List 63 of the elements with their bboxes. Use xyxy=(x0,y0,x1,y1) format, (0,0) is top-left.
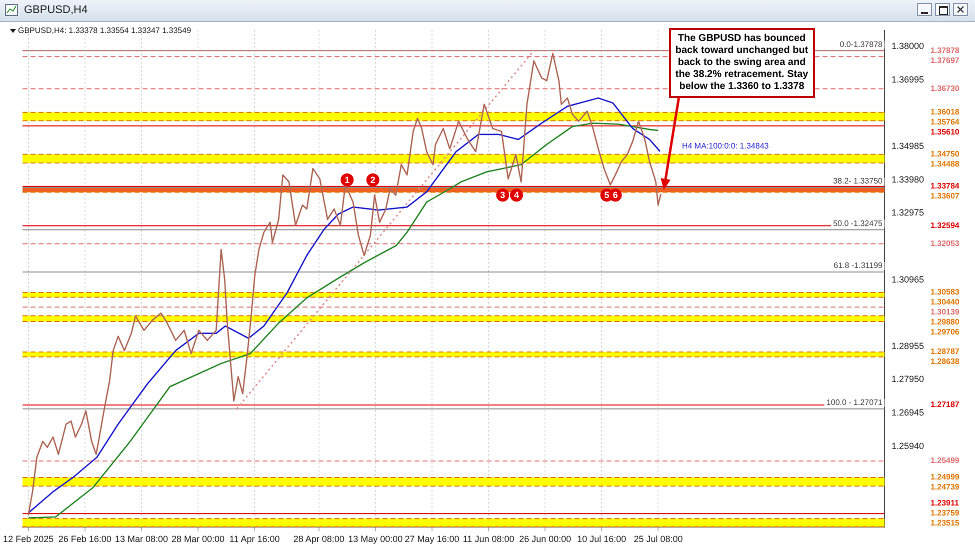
ref-line-label: 1.36018 xyxy=(930,108,960,117)
ref-line-label: 1.27187 xyxy=(930,400,960,410)
ref-line-label: 1.29706 xyxy=(930,328,960,337)
annotation: 0.0-1.37878 xyxy=(840,40,884,49)
annotation: 6 xyxy=(612,190,618,200)
y-tick-label: 1.38000 xyxy=(891,41,924,52)
y-tick-label: 1.27950 xyxy=(891,374,924,384)
ref-line-label: 1.24739 xyxy=(930,482,960,492)
ref-line-label: 1.37697 xyxy=(930,56,960,65)
ref-line-label: 1.33784 xyxy=(930,182,960,191)
x-tick-label: 11 Apr 16:00 xyxy=(229,534,280,544)
y-tick-label: 1.28955 xyxy=(891,340,924,351)
ref-line-label: 1.33607 xyxy=(930,192,960,201)
y-tick-label: 1.26945 xyxy=(891,408,924,418)
ref-line-label: 1.28638 xyxy=(930,357,960,366)
ref-line-label: 1.25499 xyxy=(930,456,960,466)
x-tick-label: 25 Jul 08:00 xyxy=(634,534,683,544)
annotation: The GBPUSD has bounced back toward unchanged but back to the swing area and the 38.2% retracement. Stay below the 1.3360 to 1.3378 xyxy=(668,28,815,98)
ref-line-label: 1.37878 xyxy=(930,46,960,55)
ref-line-label: 1.36730 xyxy=(930,84,960,93)
annotation: H4 MA:100:0:0: 1.34843 xyxy=(682,141,770,150)
y-tick-label: 1.25940 xyxy=(891,440,924,451)
x-tick-label: 28 Mar 00:00 xyxy=(171,534,225,544)
annotation: 50.0 -1.32475 xyxy=(833,218,884,228)
y-tick-label: 1.33980 xyxy=(891,174,924,184)
x-tick-label: 11 Jun 08:00 xyxy=(462,534,514,544)
annotation: 61.8 -1.31199 xyxy=(834,261,884,270)
annotation: 1 xyxy=(344,174,350,185)
x-tick-label: 26 Jun 00:00 xyxy=(519,534,572,544)
x-tick-label: 12 Feb 2025 xyxy=(3,534,54,544)
ref-line-label: 1.35610 xyxy=(930,128,960,137)
ref-line-label: 1.34488 xyxy=(930,160,960,169)
y-tick-label: 1.32975 xyxy=(891,208,924,218)
ref-line-label: 1.32594 xyxy=(930,221,960,230)
ref-line-label: 1.23911 xyxy=(930,498,960,508)
x-tick-label: 27 May 16:00 xyxy=(404,534,460,544)
annotation: 38.2- 1.33750 xyxy=(833,176,884,186)
x-tick-label: 28 Apr 08:00 xyxy=(293,534,344,544)
annotation: 100.0 - 1.27071 xyxy=(826,398,884,408)
ref-line-label: 1.34750 xyxy=(930,150,960,159)
ref-line-label: 1.24999 xyxy=(930,472,960,482)
ref-line-label: 1.23515 xyxy=(930,518,960,528)
y-tick-label: 1.36995 xyxy=(891,74,924,84)
chart-title: GBPUSD,H4 xyxy=(24,4,88,16)
y-tick-label: 1.34985 xyxy=(891,141,924,152)
annotation: 4 xyxy=(514,190,519,200)
ref-line-label: 1.23759 xyxy=(930,508,960,518)
x-tick-label: 13 May 00:00 xyxy=(348,534,403,544)
x-tick-label: 10 Jul 16:00 xyxy=(577,534,626,544)
x-tick-label: 13 Mar 08:00 xyxy=(114,534,168,544)
chart-subtitle: GBPUSD,H4: 1.33378 1.33554 1.33347 1.33549 xyxy=(18,26,192,35)
annotation: 3 xyxy=(500,190,506,200)
ref-line-label: 1.30440 xyxy=(930,298,960,307)
annotation: 2 xyxy=(370,174,376,185)
y-tick-label: 1.30965 xyxy=(891,274,924,284)
ref-line-label: 1.35764 xyxy=(930,118,960,127)
ref-line-label: 1.28787 xyxy=(930,347,960,356)
ref-line-label: 1.30139 xyxy=(930,308,960,317)
ref-line-label: 1.29880 xyxy=(930,318,960,327)
annotation: 5 xyxy=(604,190,610,200)
ref-line-label: 1.32053 xyxy=(930,238,960,248)
x-tick-label: 26 Feb 16:00 xyxy=(58,534,112,544)
ref-line-label: 1.30583 xyxy=(930,288,960,297)
